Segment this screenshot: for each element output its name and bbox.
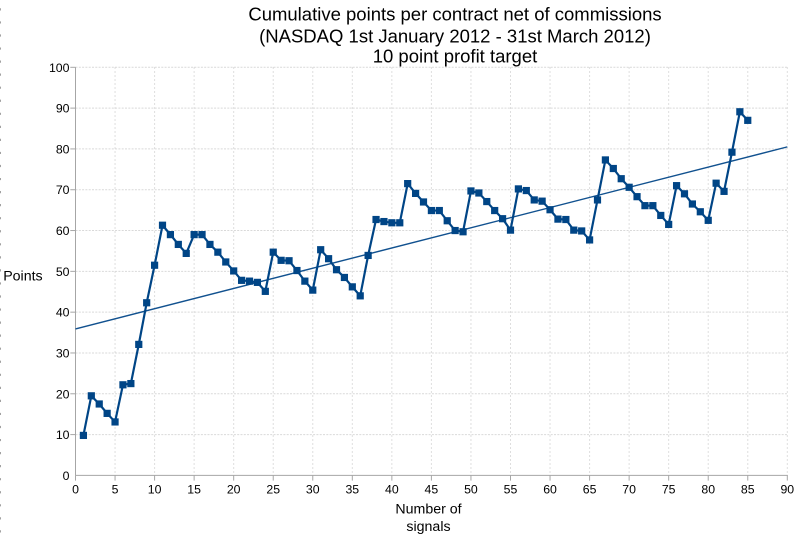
svg-text:55: 55 xyxy=(504,482,518,496)
svg-text:90: 90 xyxy=(780,482,794,496)
svg-text:65: 65 xyxy=(583,482,597,496)
svg-text:0: 0 xyxy=(63,469,70,483)
svg-text:Number of: Number of xyxy=(395,502,461,518)
svg-text:Points: Points xyxy=(3,268,42,284)
svg-text:signals: signals xyxy=(406,519,450,535)
svg-text:Cumulative points per contract: Cumulative points per contract net of co… xyxy=(248,4,661,25)
svg-text:70: 70 xyxy=(622,482,636,496)
svg-text:20: 20 xyxy=(56,387,70,401)
svg-text:(NASDAQ 1st January 2012 - 31s: (NASDAQ 1st January 2012 - 31st March 20… xyxy=(259,25,651,46)
svg-text:50: 50 xyxy=(56,265,70,279)
svg-text:45: 45 xyxy=(425,482,439,496)
svg-text:0: 0 xyxy=(72,482,79,496)
svg-text:10 point profit target: 10 point profit target xyxy=(373,45,538,66)
svg-text:90: 90 xyxy=(56,102,70,116)
svg-text:100: 100 xyxy=(49,61,70,75)
svg-text:80: 80 xyxy=(701,482,715,496)
svg-text:15: 15 xyxy=(187,482,201,496)
svg-text:70: 70 xyxy=(56,183,70,197)
svg-text:5: 5 xyxy=(112,482,119,496)
svg-text:60: 60 xyxy=(56,224,70,238)
svg-text:75: 75 xyxy=(662,482,676,496)
svg-text:40: 40 xyxy=(56,306,70,320)
svg-text:40: 40 xyxy=(385,482,399,496)
svg-text:10: 10 xyxy=(56,428,70,442)
svg-text:60: 60 xyxy=(543,482,557,496)
svg-text:85: 85 xyxy=(741,482,755,496)
svg-text:80: 80 xyxy=(56,142,70,156)
svg-text:10: 10 xyxy=(148,482,162,496)
svg-text:25: 25 xyxy=(266,482,280,496)
svg-text:30: 30 xyxy=(56,346,70,360)
svg-text:20: 20 xyxy=(227,482,241,496)
svg-text:50: 50 xyxy=(464,482,478,496)
svg-text:35: 35 xyxy=(345,482,359,496)
svg-text:30: 30 xyxy=(306,482,320,496)
